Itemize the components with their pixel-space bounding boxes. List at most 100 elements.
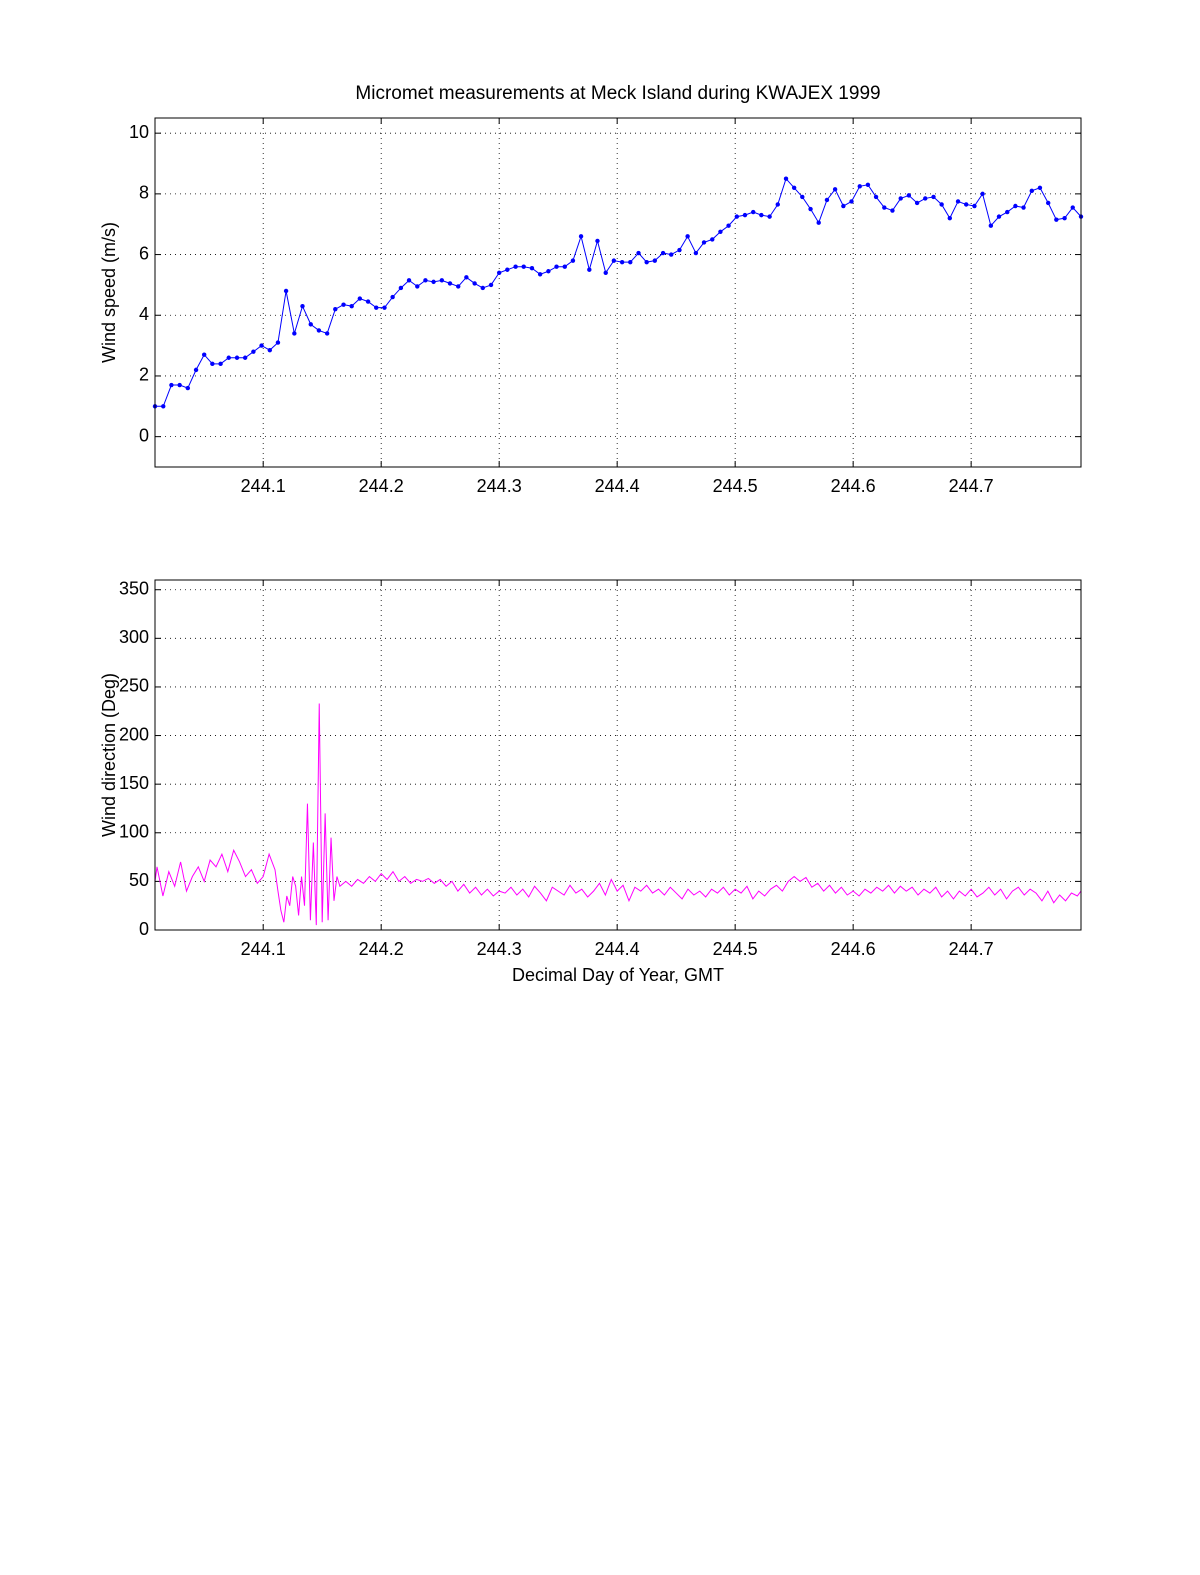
point-marker: [939, 202, 944, 207]
y-axis-label: Wind direction (Deg): [99, 673, 119, 837]
point-marker: [710, 237, 715, 242]
point-marker: [931, 194, 936, 200]
y-tick-label: 150: [119, 773, 149, 793]
point-marker: [677, 247, 682, 253]
y-tick-label: 8: [139, 183, 149, 203]
point-marker: [734, 214, 740, 219]
point-marker: [398, 285, 404, 291]
point-marker: [324, 331, 330, 336]
point-marker: [202, 352, 207, 357]
point-marker: [505, 267, 510, 272]
x-tick-label: 244.5: [713, 939, 758, 959]
point-marker: [308, 322, 313, 327]
y-tick-label: 0: [139, 425, 149, 445]
point-marker: [685, 234, 690, 239]
point-marker: [603, 270, 608, 275]
y-tick-label: 300: [119, 627, 149, 647]
series-line: [154, 703, 1082, 926]
point-marker: [644, 259, 649, 265]
point-marker: [693, 250, 699, 256]
point-marker: [619, 259, 625, 265]
point-marker: [210, 361, 215, 367]
point-marker: [660, 250, 666, 256]
point-marker: [480, 285, 485, 291]
point-marker: [177, 382, 182, 388]
point-marker: [161, 404, 166, 409]
y-tick-label: 100: [119, 822, 149, 842]
y-axis-label: Wind speed (m/s): [99, 222, 119, 363]
point-marker: [652, 258, 658, 263]
point-marker: [251, 349, 256, 354]
point-marker: [1005, 209, 1010, 215]
point-marker: [365, 299, 371, 304]
point-marker: [890, 208, 895, 213]
point-marker: [185, 385, 191, 391]
x-tick-label: 244.1: [241, 939, 286, 959]
point-marker: [980, 191, 985, 197]
plot-area: [155, 118, 1081, 467]
point-marker: [1062, 215, 1067, 221]
point-marker: [382, 305, 387, 310]
point-marker: [1029, 188, 1034, 194]
point-marker: [316, 328, 322, 333]
x-tick-label: 244.7: [949, 476, 994, 496]
point-marker: [808, 206, 813, 212]
point-marker: [751, 209, 756, 215]
chart-title: Micromet measurements at Meck Island dur…: [355, 83, 880, 104]
point-marker: [824, 197, 830, 203]
point-marker: [570, 258, 576, 263]
point-marker: [415, 284, 420, 289]
point-marker: [988, 223, 994, 228]
point-marker: [955, 199, 961, 204]
x-tick-label: 244.4: [595, 476, 640, 496]
point-marker: [562, 264, 567, 269]
point-marker: [595, 238, 600, 244]
point-marker: [759, 212, 764, 218]
point-marker: [423, 278, 428, 283]
point-marker: [374, 305, 379, 310]
x-tick-label: 244.3: [477, 476, 522, 496]
point-marker: [521, 264, 526, 269]
point-marker: [447, 281, 453, 286]
point-marker: [1045, 200, 1051, 206]
point-marker: [873, 194, 879, 200]
point-marker: [718, 229, 723, 235]
point-marker: [267, 347, 273, 353]
point-marker: [439, 278, 445, 283]
point-marker: [1013, 203, 1018, 209]
point-marker: [406, 278, 412, 283]
point-marker: [554, 264, 559, 269]
point-marker: [300, 303, 305, 309]
x-tick-label: 244.2: [359, 476, 404, 496]
x-tick-label: 244.1: [241, 476, 286, 496]
y-tick-label: 6: [139, 243, 149, 263]
point-marker: [283, 288, 289, 294]
point-marker: [857, 184, 862, 189]
point-marker: [341, 302, 346, 307]
y-tick-label: 2: [139, 365, 149, 385]
point-marker: [1037, 185, 1043, 190]
point-marker: [193, 367, 199, 373]
point-marker: [587, 267, 592, 272]
point-marker: [669, 252, 674, 257]
point-marker: [513, 264, 518, 269]
point-marker: [800, 194, 805, 200]
point-marker: [898, 196, 903, 201]
point-marker: [488, 282, 494, 288]
point-marker: [218, 361, 223, 367]
point-marker: [906, 193, 912, 198]
point-marker: [865, 182, 871, 187]
point-marker: [775, 202, 780, 207]
point-marker: [275, 340, 281, 345]
point-marker: [1021, 205, 1026, 210]
y-tick-label: 250: [119, 676, 149, 696]
point-marker: [226, 355, 231, 360]
point-marker: [234, 355, 240, 360]
axes-frame: [154, 117, 1082, 468]
point-marker: [333, 306, 338, 312]
point-marker: [816, 220, 821, 225]
point-marker: [456, 284, 461, 289]
point-marker: [832, 187, 838, 192]
y-tick-label: 4: [139, 304, 149, 324]
x-tick-label: 244.7: [949, 939, 994, 959]
